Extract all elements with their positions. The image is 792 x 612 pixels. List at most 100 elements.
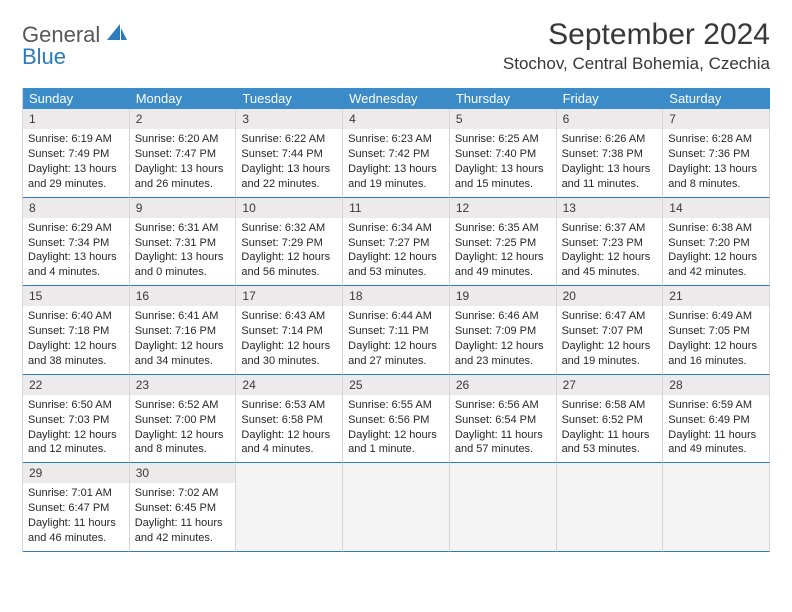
daylight-label: Daylight: 11 hours and 42 minutes. xyxy=(135,516,231,546)
weekday-header: Friday xyxy=(557,88,664,109)
day-body: Sunrise: 6:43 AMSunset: 7:14 PMDaylight:… xyxy=(236,306,342,373)
daylight-label: Daylight: 12 hours and 4 minutes. xyxy=(241,428,337,458)
sunrise-label: Sunrise: 6:38 AM xyxy=(668,221,764,236)
sunset-label: Sunset: 7:11 PM xyxy=(348,324,444,339)
day-cell-empty xyxy=(450,463,557,552)
day-number: 10 xyxy=(236,198,342,218)
daylight-label: Daylight: 13 hours and 26 minutes. xyxy=(135,162,231,192)
day-body: Sunrise: 6:46 AMSunset: 7:09 PMDaylight:… xyxy=(450,306,556,373)
sunset-label: Sunset: 6:49 PM xyxy=(668,413,764,428)
day-cell: 30Sunrise: 7:02 AMSunset: 6:45 PMDayligh… xyxy=(130,463,237,552)
sunset-label: Sunset: 6:52 PM xyxy=(562,413,658,428)
weekday-header: Saturday xyxy=(663,88,770,109)
day-number: 17 xyxy=(236,286,342,306)
sunset-label: Sunset: 7:16 PM xyxy=(135,324,231,339)
sunrise-label: Sunrise: 6:55 AM xyxy=(348,398,444,413)
sunrise-label: Sunrise: 6:25 AM xyxy=(455,132,551,147)
sunrise-label: Sunrise: 6:19 AM xyxy=(28,132,124,147)
daylight-label: Daylight: 12 hours and 12 minutes. xyxy=(28,428,124,458)
daylight-label: Daylight: 13 hours and 0 minutes. xyxy=(135,250,231,280)
sunrise-label: Sunrise: 6:23 AM xyxy=(348,132,444,147)
day-cell: 9Sunrise: 6:31 AMSunset: 7:31 PMDaylight… xyxy=(130,198,237,287)
sunset-label: Sunset: 7:09 PM xyxy=(455,324,551,339)
day-body: Sunrise: 7:01 AMSunset: 6:47 PMDaylight:… xyxy=(23,483,129,550)
logo: General Blue xyxy=(22,18,127,68)
day-number: 3 xyxy=(236,109,342,129)
sunrise-label: Sunrise: 6:29 AM xyxy=(28,221,124,236)
sunrise-label: Sunrise: 6:46 AM xyxy=(455,309,551,324)
sunrise-label: Sunrise: 6:37 AM xyxy=(562,221,658,236)
day-number: 16 xyxy=(130,286,236,306)
day-cell: 6Sunrise: 6:26 AMSunset: 7:38 PMDaylight… xyxy=(557,109,664,198)
sunrise-label: Sunrise: 6:26 AM xyxy=(562,132,658,147)
weekday-header: Thursday xyxy=(450,88,557,109)
sunset-label: Sunset: 6:45 PM xyxy=(135,501,231,516)
title-block: September 2024 Stochov, Central Bohemia,… xyxy=(503,18,770,74)
daylight-label: Daylight: 12 hours and 30 minutes. xyxy=(241,339,337,369)
daylight-label: Daylight: 12 hours and 53 minutes. xyxy=(348,250,444,280)
day-cell: 21Sunrise: 6:49 AMSunset: 7:05 PMDayligh… xyxy=(663,286,770,375)
day-body: Sunrise: 6:37 AMSunset: 7:23 PMDaylight:… xyxy=(557,218,663,285)
daylight-label: Daylight: 12 hours and 45 minutes. xyxy=(562,250,658,280)
daylight-label: Daylight: 11 hours and 57 minutes. xyxy=(455,428,551,458)
day-body: Sunrise: 6:23 AMSunset: 7:42 PMDaylight:… xyxy=(343,129,449,196)
day-number: 23 xyxy=(130,375,236,395)
daylight-label: Daylight: 12 hours and 23 minutes. xyxy=(455,339,551,369)
day-body: Sunrise: 6:44 AMSunset: 7:11 PMDaylight:… xyxy=(343,306,449,373)
logo-sail-icon xyxy=(107,24,127,46)
daylight-label: Daylight: 12 hours and 1 minute. xyxy=(348,428,444,458)
daylight-label: Daylight: 11 hours and 49 minutes. xyxy=(668,428,764,458)
sunset-label: Sunset: 7:44 PM xyxy=(241,147,337,162)
day-cell: 13Sunrise: 6:37 AMSunset: 7:23 PMDayligh… xyxy=(557,198,664,287)
logo-text: General Blue xyxy=(22,24,127,68)
day-body: Sunrise: 6:20 AMSunset: 7:47 PMDaylight:… xyxy=(130,129,236,196)
day-body: Sunrise: 6:29 AMSunset: 7:34 PMDaylight:… xyxy=(23,218,129,285)
daylight-label: Daylight: 13 hours and 8 minutes. xyxy=(668,162,764,192)
week-row: 22Sunrise: 6:50 AMSunset: 7:03 PMDayligh… xyxy=(23,375,770,464)
daylight-label: Daylight: 13 hours and 22 minutes. xyxy=(241,162,337,192)
sunset-label: Sunset: 7:23 PM xyxy=(562,236,658,251)
day-number: 21 xyxy=(663,286,769,306)
sunset-label: Sunset: 6:56 PM xyxy=(348,413,444,428)
day-number: 30 xyxy=(130,463,236,483)
sunrise-label: Sunrise: 6:40 AM xyxy=(28,309,124,324)
sunset-label: Sunset: 7:47 PM xyxy=(135,147,231,162)
sunset-label: Sunset: 7:49 PM xyxy=(28,147,124,162)
weekday-header: Tuesday xyxy=(236,88,343,109)
day-cell: 19Sunrise: 6:46 AMSunset: 7:09 PMDayligh… xyxy=(450,286,557,375)
day-cell: 23Sunrise: 6:52 AMSunset: 7:00 PMDayligh… xyxy=(130,375,237,464)
day-cell: 1Sunrise: 6:19 AMSunset: 7:49 PMDaylight… xyxy=(23,109,130,198)
daylight-label: Daylight: 12 hours and 16 minutes. xyxy=(668,339,764,369)
week-row: 29Sunrise: 7:01 AMSunset: 6:47 PMDayligh… xyxy=(23,463,770,552)
daylight-label: Daylight: 12 hours and 56 minutes. xyxy=(241,250,337,280)
day-cell-empty xyxy=(663,463,770,552)
daylight-label: Daylight: 13 hours and 11 minutes. xyxy=(562,162,658,192)
sunrise-label: Sunrise: 6:58 AM xyxy=(562,398,658,413)
calendar: SundayMondayTuesdayWednesdayThursdayFrid… xyxy=(22,88,770,552)
sunset-label: Sunset: 6:54 PM xyxy=(455,413,551,428)
sunrise-label: Sunrise: 6:22 AM xyxy=(241,132,337,147)
day-number: 14 xyxy=(663,198,769,218)
sunrise-label: Sunrise: 6:34 AM xyxy=(348,221,444,236)
daylight-label: Daylight: 12 hours and 42 minutes. xyxy=(668,250,764,280)
day-body: Sunrise: 6:35 AMSunset: 7:25 PMDaylight:… xyxy=(450,218,556,285)
header: General Blue September 2024 Stochov, Cen… xyxy=(22,18,770,74)
day-number: 12 xyxy=(450,198,556,218)
day-cell: 16Sunrise: 6:41 AMSunset: 7:16 PMDayligh… xyxy=(130,286,237,375)
day-body: Sunrise: 6:56 AMSunset: 6:54 PMDaylight:… xyxy=(450,395,556,462)
day-cell: 15Sunrise: 6:40 AMSunset: 7:18 PMDayligh… xyxy=(23,286,130,375)
weekday-header-row: SundayMondayTuesdayWednesdayThursdayFrid… xyxy=(23,88,770,109)
day-number: 1 xyxy=(23,109,129,129)
day-number: 9 xyxy=(130,198,236,218)
day-body: Sunrise: 6:52 AMSunset: 7:00 PMDaylight:… xyxy=(130,395,236,462)
day-cell: 29Sunrise: 7:01 AMSunset: 6:47 PMDayligh… xyxy=(23,463,130,552)
day-number: 6 xyxy=(557,109,663,129)
sunrise-label: Sunrise: 6:44 AM xyxy=(348,309,444,324)
day-body: Sunrise: 6:40 AMSunset: 7:18 PMDaylight:… xyxy=(23,306,129,373)
day-number: 20 xyxy=(557,286,663,306)
sunset-label: Sunset: 7:18 PM xyxy=(28,324,124,339)
day-cell: 10Sunrise: 6:32 AMSunset: 7:29 PMDayligh… xyxy=(236,198,343,287)
day-cell: 12Sunrise: 6:35 AMSunset: 7:25 PMDayligh… xyxy=(450,198,557,287)
day-body: Sunrise: 6:59 AMSunset: 6:49 PMDaylight:… xyxy=(663,395,769,462)
day-body: Sunrise: 6:19 AMSunset: 7:49 PMDaylight:… xyxy=(23,129,129,196)
